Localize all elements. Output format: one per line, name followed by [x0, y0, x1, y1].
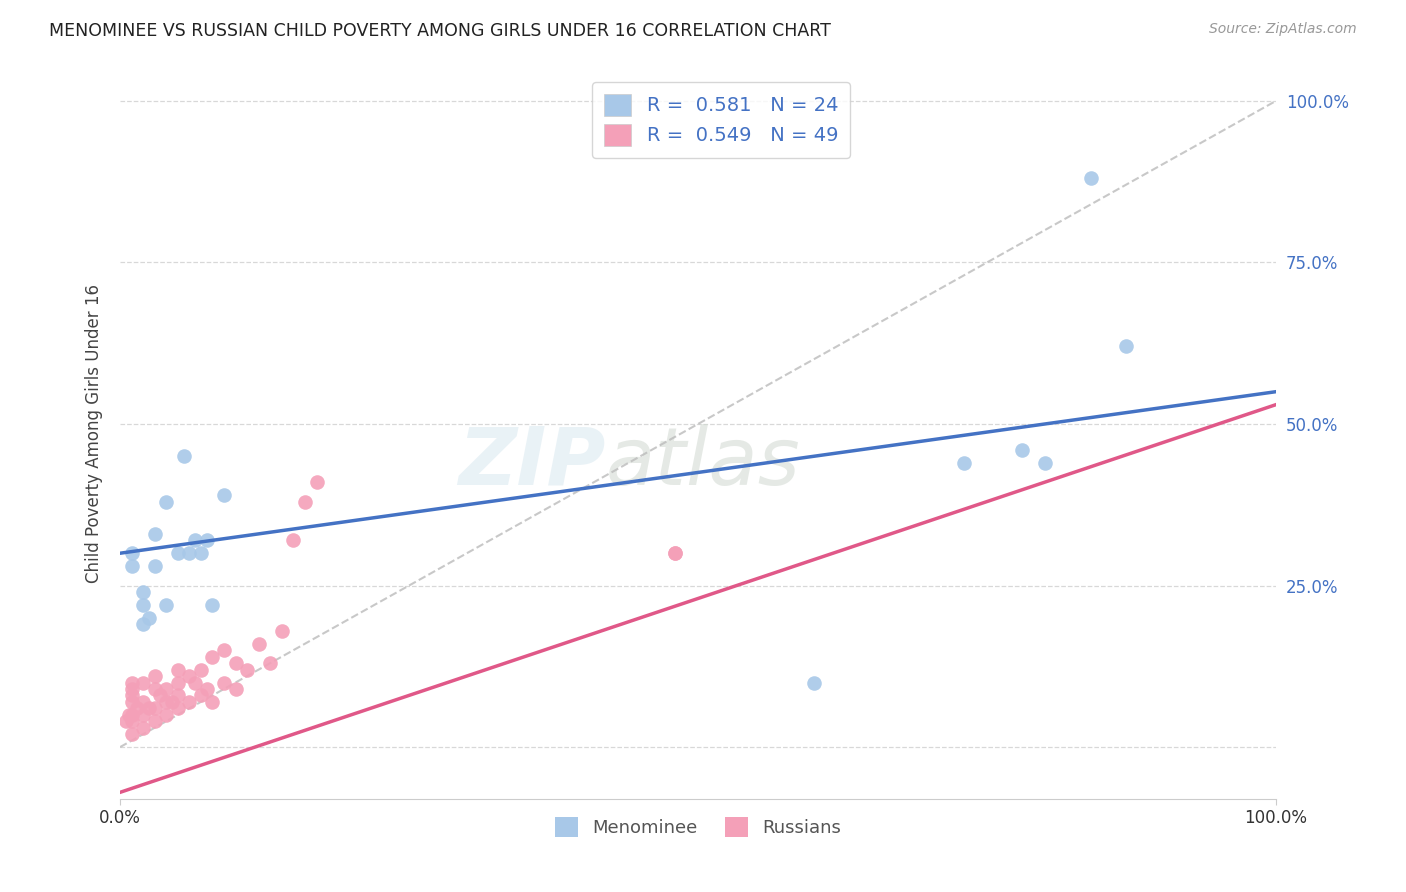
Point — [132, 695, 155, 709]
Point — [121, 707, 143, 722]
Point — [201, 598, 224, 612]
Point — [270, 624, 292, 638]
Point — [121, 675, 143, 690]
Point — [132, 598, 155, 612]
Point — [283, 533, 305, 548]
Point — [121, 681, 143, 696]
Point — [155, 681, 177, 696]
Text: atlas: atlas — [606, 424, 800, 502]
Point — [190, 546, 212, 560]
Point — [305, 475, 328, 490]
Point — [166, 701, 188, 715]
Point — [212, 488, 235, 502]
Point — [173, 450, 195, 464]
Point — [294, 494, 316, 508]
Point — [190, 663, 212, 677]
Point — [184, 675, 207, 690]
Point — [179, 546, 201, 560]
Point — [149, 689, 172, 703]
Point — [121, 695, 143, 709]
Text: Source: ZipAtlas.com: Source: ZipAtlas.com — [1209, 22, 1357, 37]
Y-axis label: Child Poverty Among Girls Under 16: Child Poverty Among Girls Under 16 — [86, 285, 103, 583]
Point — [121, 714, 143, 729]
Point — [201, 649, 224, 664]
Legend: Menominee, Russians: Menominee, Russians — [547, 810, 849, 845]
Point — [114, 714, 136, 729]
Point — [166, 663, 188, 677]
Point — [143, 714, 166, 729]
Point — [225, 656, 247, 670]
Point — [143, 559, 166, 574]
Text: ZIP: ZIP — [458, 424, 606, 502]
Point — [803, 675, 825, 690]
Point — [132, 707, 155, 722]
Point — [155, 707, 177, 722]
Point — [166, 675, 188, 690]
Point — [143, 681, 166, 696]
Point — [1011, 442, 1033, 457]
Point — [212, 675, 235, 690]
Point — [155, 494, 177, 508]
Point — [132, 617, 155, 632]
Point — [143, 526, 166, 541]
Point — [259, 656, 281, 670]
Point — [121, 546, 143, 560]
Text: MENOMINEE VS RUSSIAN CHILD POVERTY AMONG GIRLS UNDER 16 CORRELATION CHART: MENOMINEE VS RUSSIAN CHILD POVERTY AMONG… — [49, 22, 831, 40]
Point — [132, 721, 155, 735]
Point — [166, 689, 188, 703]
Point — [121, 559, 143, 574]
Point — [127, 701, 149, 715]
Point — [166, 546, 188, 560]
Point — [664, 546, 686, 560]
Point — [212, 643, 235, 657]
Point — [118, 707, 141, 722]
Point — [190, 689, 212, 703]
Point — [247, 637, 270, 651]
Point — [179, 669, 201, 683]
Point — [195, 681, 218, 696]
Point — [121, 727, 143, 741]
Point — [132, 675, 155, 690]
Point — [155, 598, 177, 612]
Point — [1080, 171, 1102, 186]
Point — [121, 689, 143, 703]
Point — [195, 533, 218, 548]
Point — [179, 695, 201, 709]
Point — [143, 701, 166, 715]
Point — [225, 681, 247, 696]
Point — [184, 533, 207, 548]
Point — [953, 456, 976, 470]
Point — [143, 669, 166, 683]
Point — [138, 611, 160, 625]
Point — [236, 663, 259, 677]
Point — [138, 701, 160, 715]
Point — [155, 695, 177, 709]
Point — [664, 546, 686, 560]
Point — [160, 695, 183, 709]
Point — [132, 585, 155, 599]
Point — [1033, 456, 1056, 470]
Point — [1115, 339, 1137, 353]
Point — [201, 695, 224, 709]
